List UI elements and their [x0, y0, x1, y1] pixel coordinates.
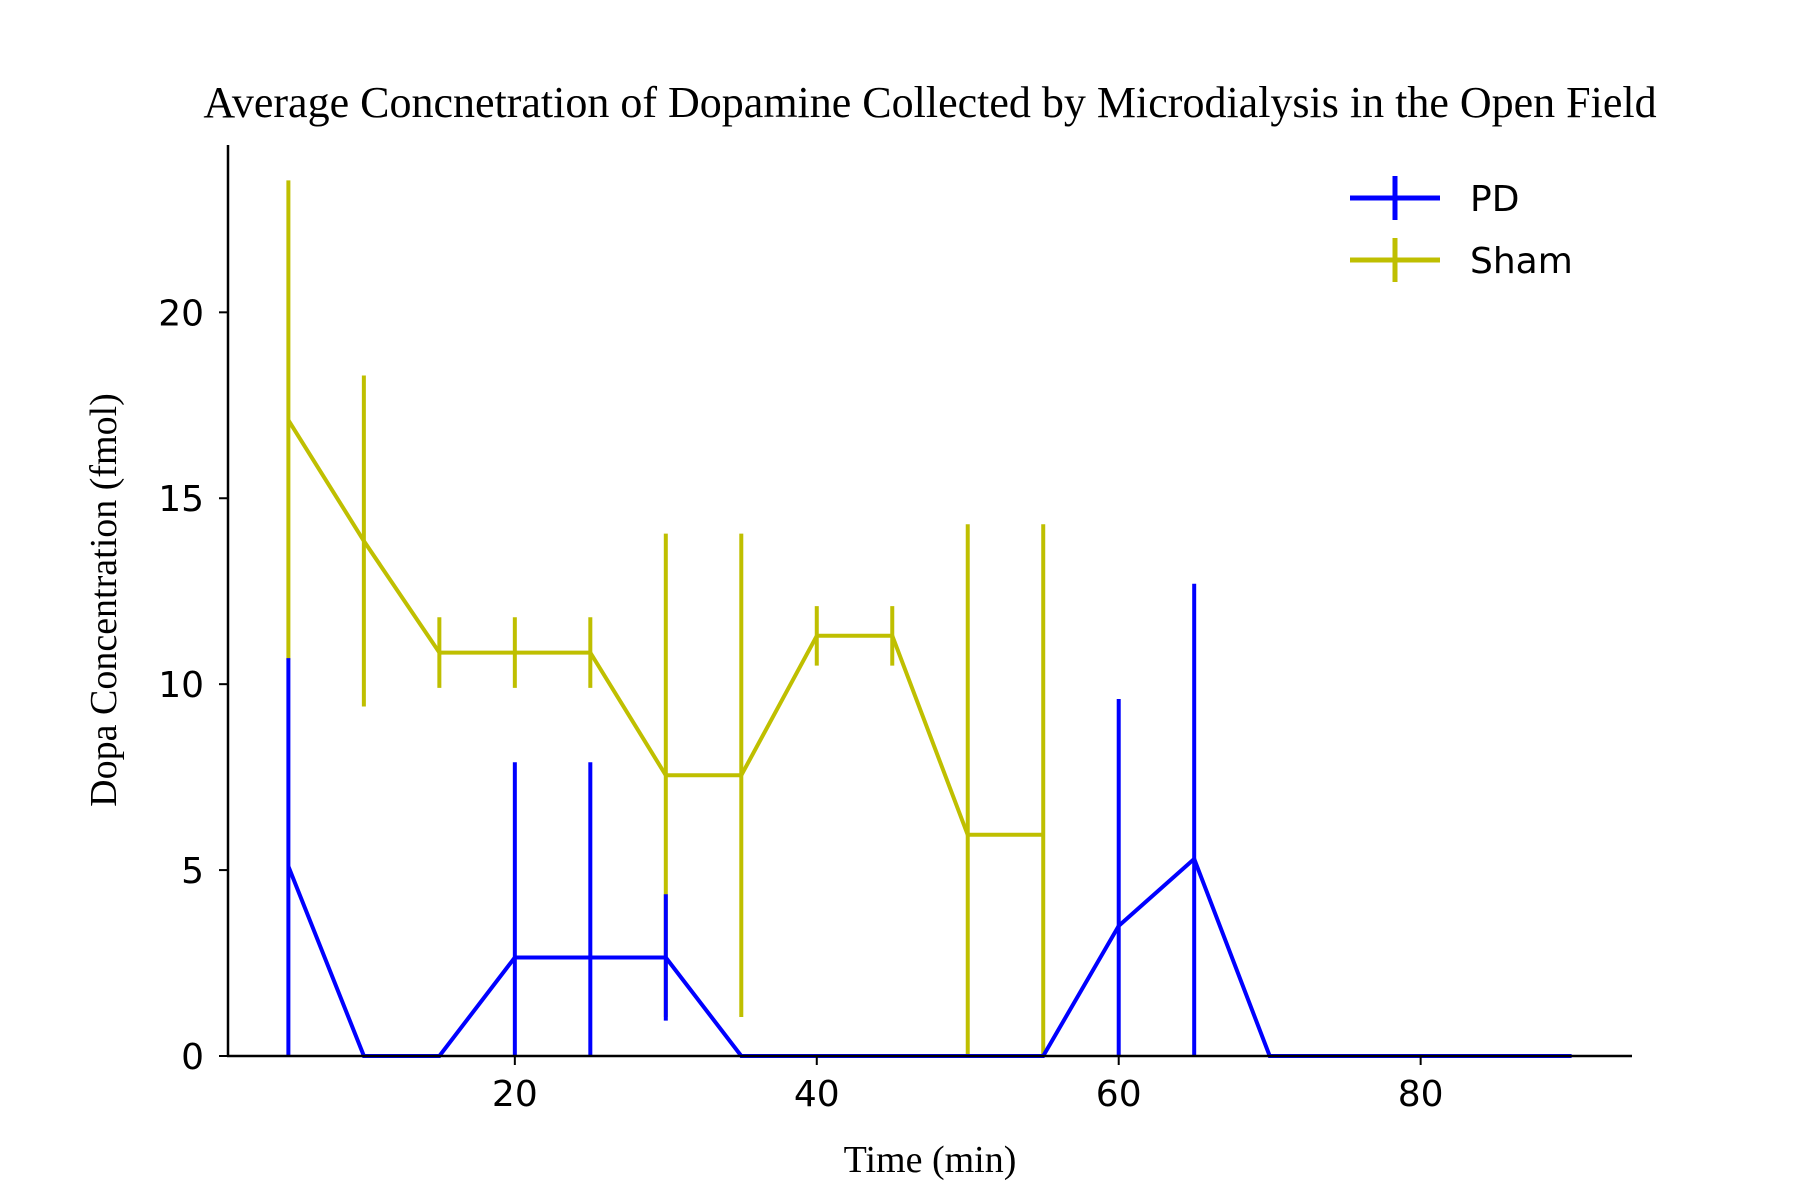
x-tick-label: 40 [794, 1074, 840, 1115]
y-tick-label: 0 [181, 1037, 204, 1078]
x-ticks: 20 40 60 80 [492, 1056, 1444, 1115]
y-tick-label: 10 [158, 665, 204, 706]
legend: PD Sham [1350, 176, 1573, 282]
y-tick-label: 5 [181, 851, 204, 892]
series-line-pd [286, 855, 1572, 1058]
y-tick-label: 20 [158, 293, 204, 334]
x-tick-label: 20 [492, 1074, 538, 1115]
x-tick-label: 60 [1096, 1074, 1142, 1115]
plot-area [286, 180, 1572, 1058]
y-axis-label: Dopa Concentration (fmol) [83, 393, 125, 807]
series-line-sham [286, 419, 1044, 837]
series-pd [286, 583, 1572, 1058]
legend-item-pd: PD [1350, 176, 1519, 220]
legend-label-pd: PD [1470, 179, 1519, 220]
y-tick-label: 15 [158, 479, 204, 520]
legend-item-sham: Sham [1350, 238, 1573, 282]
x-tick-label: 80 [1398, 1074, 1444, 1115]
x-axis-label: Time (min) [844, 1139, 1017, 1181]
legend-label-sham: Sham [1470, 241, 1573, 282]
chart-title: Average Concnetration of Dopamine Collec… [203, 78, 1656, 127]
y-ticks: 0 5 10 15 20 [158, 293, 228, 1078]
